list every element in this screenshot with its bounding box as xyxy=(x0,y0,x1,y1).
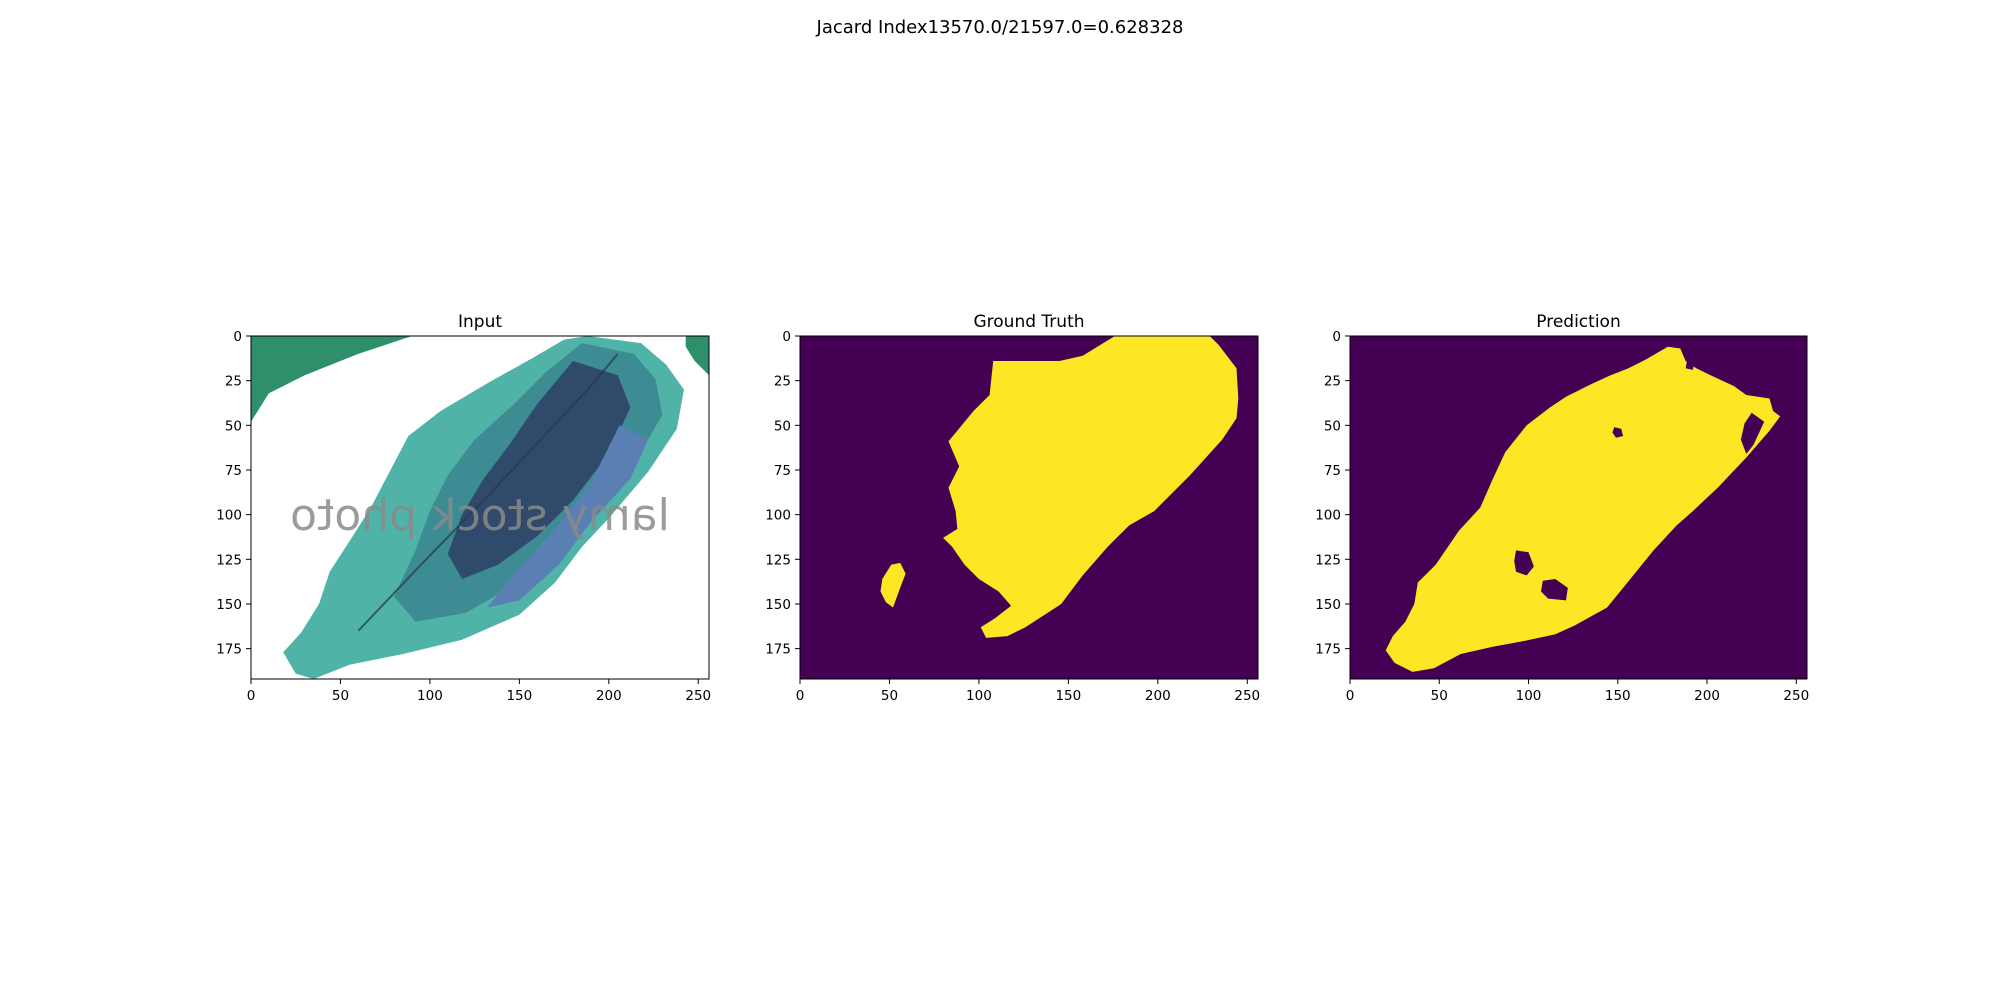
mask-region-1 xyxy=(880,562,906,608)
y-tick-label: 75 xyxy=(225,463,242,479)
leaf-midrib xyxy=(357,353,619,632)
axes-frame xyxy=(799,335,1259,680)
mask-hole-2 xyxy=(1612,427,1624,438)
x-tick-label: 50 xyxy=(881,688,898,704)
panel-ground-truth-image xyxy=(800,336,1258,679)
panel-prediction: Prediction 0 50 100 150 200 250 0 25 50 75 100 125 15… xyxy=(1315,312,1809,704)
y-tick-label: 50 xyxy=(225,418,242,434)
panel-prediction-image xyxy=(1350,336,1807,679)
x-tick-label: 250 xyxy=(1783,688,1809,704)
y-tick-label: 0 xyxy=(1332,329,1341,345)
y-tick-label: 75 xyxy=(1324,463,1341,479)
x-tick-label: 50 xyxy=(332,688,349,704)
y-tick-label: 175 xyxy=(765,642,791,658)
x-tick-label: 100 xyxy=(417,688,443,704)
panel-title: Input xyxy=(458,312,502,332)
y-tick-label: 125 xyxy=(765,552,791,568)
mask-hole-4 xyxy=(1685,359,1695,370)
corner-leaf-top-left xyxy=(251,336,412,422)
y-tick-label: 175 xyxy=(216,642,242,658)
y-tick-label: 25 xyxy=(1324,374,1341,390)
x-tick-label: 200 xyxy=(1694,688,1720,704)
corner-leaf-top-right xyxy=(685,336,709,376)
panel-input-image: lamy stock photo xyxy=(251,336,709,679)
axes-frame xyxy=(1349,335,1808,680)
x-tick-label: 50 xyxy=(1431,688,1448,704)
x-tick-label: 200 xyxy=(1145,688,1171,704)
mask-region-0 xyxy=(1385,346,1781,672)
y-tick-label: 125 xyxy=(216,552,242,568)
y-tick-label: 75 xyxy=(774,463,791,479)
figure-suptitle: Jacard Index13570.0/21597.0=0.628328 xyxy=(816,17,1184,38)
mask-region-0 xyxy=(943,336,1239,638)
y-tick-label: 125 xyxy=(1315,552,1341,568)
y-tick-label: 175 xyxy=(1315,642,1341,658)
panel-input: lamy stock photo Input 0 50 100 150 200 250 0 25 5… xyxy=(216,312,711,704)
x-tick-label: 250 xyxy=(685,688,711,704)
panel-title: Ground Truth xyxy=(973,312,1084,332)
x-tick-label: 100 xyxy=(1516,688,1542,704)
axes-frame xyxy=(250,335,710,680)
y-tick-label: 0 xyxy=(782,329,791,345)
mask-hole-0 xyxy=(1514,550,1534,576)
x-tick-label: 0 xyxy=(1346,688,1355,704)
mask-hole-3 xyxy=(1740,412,1765,454)
y-tick-label: 25 xyxy=(774,374,791,390)
y-tick-label: 150 xyxy=(1315,597,1341,613)
leaf-center-dark xyxy=(447,361,631,579)
x-tick-label: 0 xyxy=(796,688,805,704)
y-tick-label: 25 xyxy=(225,374,242,390)
watermark-text: lamy stock photo xyxy=(290,490,670,541)
x-tick-label: 0 xyxy=(247,688,256,704)
y-tick-label: 0 xyxy=(233,329,242,345)
x-tick-label: 200 xyxy=(596,688,622,704)
x-tick-label: 150 xyxy=(1605,688,1631,704)
y-tick-label: 150 xyxy=(765,597,791,613)
y-tick-label: 150 xyxy=(216,597,242,613)
y-tick-label: 50 xyxy=(1324,418,1341,434)
y-tick-label: 100 xyxy=(1315,508,1341,524)
x-tick-label: 100 xyxy=(966,688,992,704)
x-tick-label: 150 xyxy=(1055,688,1081,704)
leaf-edge-blue xyxy=(487,425,649,608)
panel-ground-truth: Ground Truth 0 50 100 150 200 250 0 25 50 75 100 125… xyxy=(765,312,1260,704)
x-tick-label: 250 xyxy=(1234,688,1260,704)
y-tick-label: 100 xyxy=(765,508,791,524)
y-tick-label: 50 xyxy=(774,418,791,434)
panel-title: Prediction xyxy=(1536,312,1620,332)
x-tick-label: 150 xyxy=(506,688,532,704)
y-tick-label: 100 xyxy=(216,508,242,524)
mask-hole-1 xyxy=(1541,579,1568,601)
